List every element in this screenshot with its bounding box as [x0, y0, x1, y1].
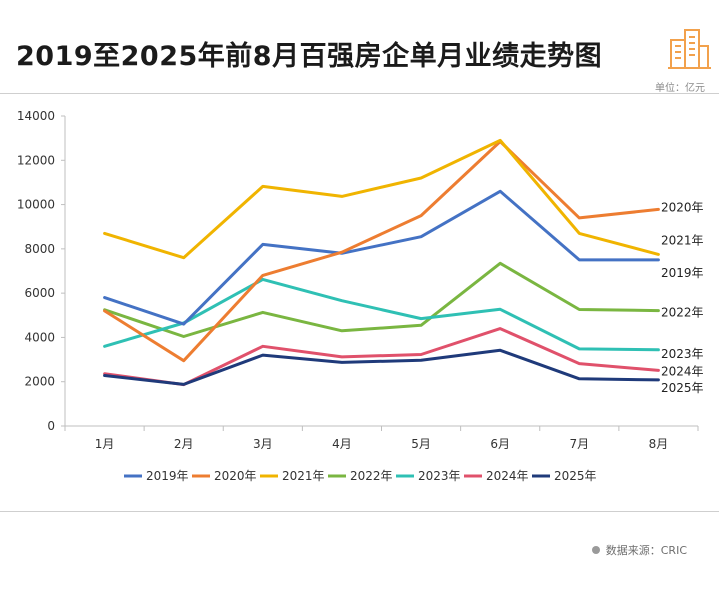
- top-divider: [0, 93, 719, 94]
- series-line-2025年: [103, 348, 660, 386]
- unit-label: 单位：亿元: [655, 83, 705, 94]
- y-tick-label: 8000: [24, 242, 55, 256]
- legend-label: 2021年: [282, 469, 325, 483]
- series-line-2022年: [103, 261, 660, 338]
- page-title: 2019至2025年前8月百强房企单月业绩走势图: [16, 41, 603, 72]
- x-tick-label: 5月: [411, 437, 431, 451]
- series-line-2023年: [103, 277, 660, 352]
- series-line-2020年: [103, 140, 660, 363]
- series-line-2019年: [103, 189, 660, 326]
- y-tick-label: 14000: [17, 109, 55, 123]
- y-tick-label: 6000: [24, 286, 55, 300]
- legend-label: 2022年: [350, 469, 393, 483]
- y-tick-label: 0: [47, 419, 55, 433]
- legend-label: 2024年: [486, 469, 529, 483]
- legend-label: 2019年: [146, 469, 189, 483]
- series-line-2021年: [103, 138, 660, 260]
- series-end-label: 2023年: [661, 347, 704, 361]
- series-end-label: 2022年: [661, 306, 704, 320]
- series-end-label: 2025年: [661, 381, 704, 395]
- x-tick-label: 4月: [332, 437, 352, 451]
- y-tick-label: 12000: [17, 153, 55, 167]
- data-source: 数据来源：CRIC: [591, 542, 687, 558]
- x-tick-label: 8月: [649, 437, 669, 451]
- building-logo-icon: [668, 29, 711, 69]
- series-end-label: 2021年: [661, 233, 704, 247]
- x-tick-label: 1月: [95, 437, 115, 451]
- bottom-divider: [0, 511, 719, 512]
- y-tick-label: 4000: [24, 330, 55, 344]
- legend-label: 2023年: [418, 469, 461, 483]
- x-tick-label: 2月: [174, 437, 194, 451]
- series-end-label: 2019年: [661, 266, 704, 280]
- legend-label: 2025年: [554, 469, 597, 483]
- series-end-label: 2024年: [661, 364, 704, 378]
- legend-label: 2020年: [214, 469, 257, 483]
- x-tick-label: 3月: [253, 437, 273, 451]
- x-tick-label: 6月: [490, 437, 510, 451]
- y-tick-label: 2000: [24, 375, 55, 389]
- line-chart: 0 2000 4000 6000 8000 10000 12000 14000 1月 2月 3月 4月…: [17, 109, 704, 483]
- x-tick-label: 7月: [569, 437, 589, 451]
- y-tick-label: 10000: [17, 198, 55, 212]
- series-end-label: 2020年: [661, 200, 704, 214]
- bullet-icon: [591, 546, 600, 554]
- source-label: 数据来源：CRIC: [605, 544, 687, 557]
